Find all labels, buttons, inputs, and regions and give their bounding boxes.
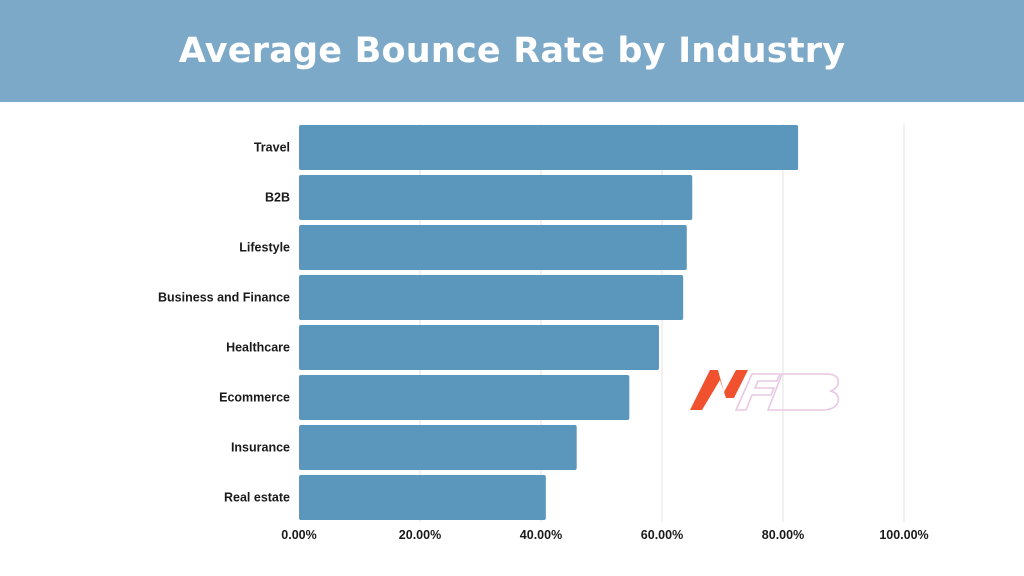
category-label: Lifestyle [239,241,290,255]
x-tick-label: 80.00% [762,528,804,542]
bar-chart: 0.00% 20.00% 40.00% 60.00% 80.00% 100.00% Trav… [158,124,929,542]
bar [299,425,577,470]
bar [299,375,630,420]
title-banner: Average Bounce Rate by Industry [0,0,1024,102]
x-tick-label: 20.00% [399,528,441,542]
category-label: Healthcare [226,341,290,355]
x-tick-label: 100.00% [879,528,928,542]
bar [299,125,799,170]
category-label: Business and Finance [158,291,290,305]
chart-title: Average Bounce Rate by Industry [178,31,846,71]
bar [299,275,684,320]
x-tick-label: 60.00% [641,528,683,542]
category-label: Travel [254,141,290,155]
logo-n-letter [690,370,748,410]
logo-b-letter [766,373,840,411]
bar [299,225,687,270]
bar [299,175,693,220]
x-tick-label: 40.00% [520,528,562,542]
bar [299,325,659,370]
category-label: Real estate [224,491,290,505]
bar [299,475,546,520]
category-label: B2B [265,191,290,205]
logo-f-letter [734,373,782,411]
x-tick-label: 0.00% [281,528,316,542]
category-label: Insurance [231,441,290,455]
nfb-logo-watermark [690,370,840,411]
category-label: Ecommerce [219,391,290,405]
